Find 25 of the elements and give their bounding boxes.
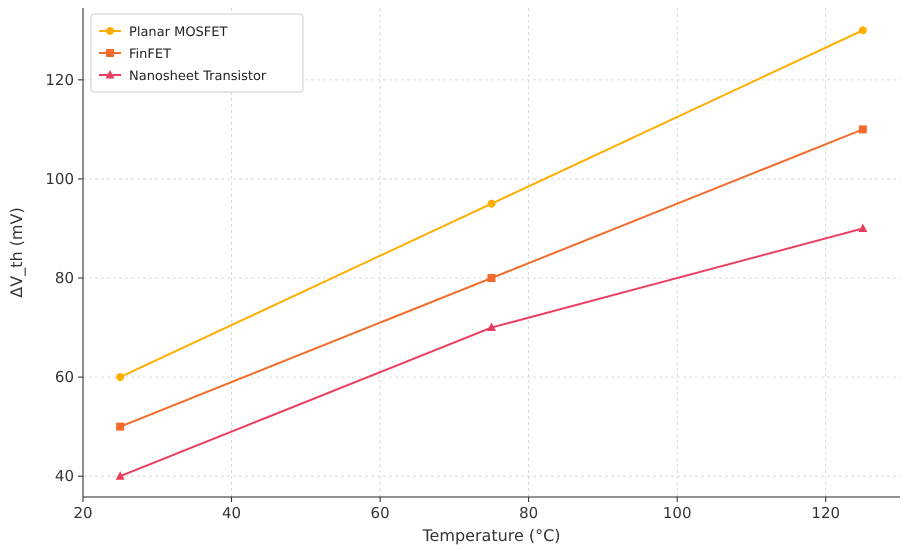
point bbox=[858, 125, 867, 134]
x-tick-label: 20 bbox=[73, 504, 93, 522]
point bbox=[858, 26, 867, 34]
point bbox=[116, 373, 124, 382]
point bbox=[858, 223, 868, 232]
y-tick-label: 60 bbox=[54, 368, 74, 386]
legend-label: FinFET bbox=[129, 47, 172, 62]
point bbox=[488, 274, 496, 282]
legend-label: Nanosheet Transistor bbox=[129, 69, 267, 84]
y-axis-title: ΔV_th (mV) bbox=[7, 207, 26, 298]
point bbox=[488, 200, 496, 208]
point bbox=[116, 471, 125, 480]
x-tick-label: 40 bbox=[222, 504, 242, 522]
y-tick-label: 100 bbox=[45, 170, 74, 188]
x-tick-label: 120 bbox=[811, 504, 840, 522]
point bbox=[487, 322, 496, 332]
legend-label: Planar MOSFET bbox=[129, 25, 228, 40]
x-axis-title: Temperature (°C) bbox=[421, 526, 561, 545]
y-tick-label: 40 bbox=[54, 467, 74, 486]
point bbox=[116, 422, 124, 431]
y-tick-label: 80 bbox=[54, 269, 74, 288]
y-tick-label: 120 bbox=[45, 70, 74, 89]
x-tick-label: 60 bbox=[370, 504, 390, 522]
x-tick-label: 100 bbox=[662, 504, 692, 522]
x-tick-label: 80 bbox=[519, 504, 538, 522]
